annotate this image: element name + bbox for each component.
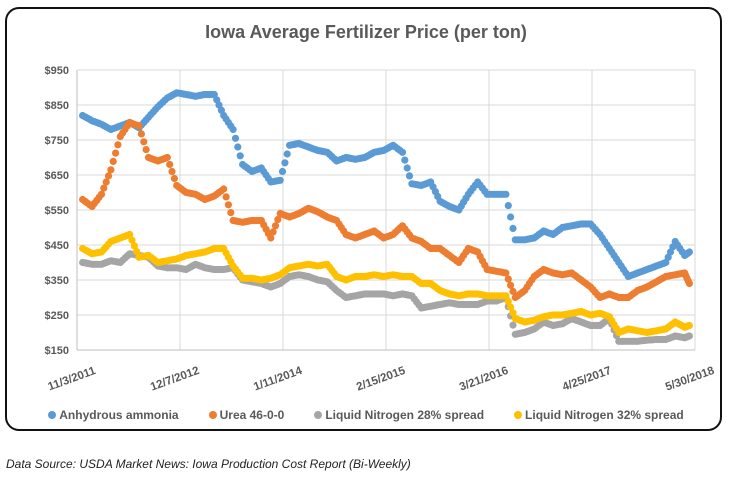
gridlines [76, 69, 696, 351]
data-point-interpolated [509, 309, 517, 317]
legend-label: Urea 46-0-0 [219, 408, 285, 422]
data-point [685, 321, 694, 330]
data-point-interpolated [403, 164, 411, 172]
data-point-interpolated [104, 172, 113, 180]
series-urea-46-0-0 [79, 118, 694, 302]
y-tick-label: $950 [45, 65, 69, 77]
data-point [107, 166, 115, 174]
data-point-interpolated [142, 146, 150, 154]
series-anhydrous-ammonia [79, 89, 694, 281]
data-point [502, 292, 510, 300]
data-point-interpolated [509, 224, 517, 232]
legend: Anhydrous ammonia Urea 46-0-0 Liquid Nit… [0, 408, 732, 422]
data-point [163, 153, 171, 162]
y-axis-ticks: $150 $250 $350 $450 $550 $650 $750 $850 $950 [45, 65, 69, 357]
data-source-note: Data Source: USDA Market News: Iowa Prod… [6, 457, 411, 471]
data-point-interpolated [401, 156, 409, 164]
chart-title: Iowa Average Fertilizer Price (per ton) [205, 22, 527, 42]
data-point [126, 230, 134, 239]
data-point-interpolated [102, 178, 110, 186]
data-point-interpolated [507, 281, 515, 289]
data-point [398, 148, 407, 156]
data-point-interpolated [504, 297, 512, 305]
legend-marker-icon [514, 411, 523, 419]
data-point-interpolated [224, 201, 232, 209]
data-point-interpolated [507, 213, 515, 221]
x-tick-label: 4/25/2017 [561, 365, 613, 394]
data-point-interpolated [504, 275, 512, 283]
data-point-interpolated [128, 236, 136, 244]
data-point [267, 234, 275, 242]
x-tick-label: 1/11/2014 [252, 365, 304, 394]
data-point-interpolated [269, 228, 277, 236]
data-point-interpolated [170, 174, 178, 183]
data-point-interpolated [236, 152, 244, 160]
data-point [685, 248, 694, 256]
y-tick-label: $450 [45, 240, 69, 252]
y-tick-label: $550 [45, 205, 69, 217]
legend-label: Anhydrous ammonia [59, 408, 179, 422]
data-point [502, 269, 510, 277]
legend-item-liquid-nitrogen-28[interactable]: Liquid Nitrogen 28% spread [314, 408, 484, 422]
data-point-interpolated [405, 172, 414, 180]
series-liquid-nitrogen-32-spread [79, 230, 694, 337]
legend-label: Liquid Nitrogen 28% spread [325, 408, 485, 422]
data-point-interpolated [509, 287, 517, 295]
legend-item-urea[interactable]: Urea 46-0-0 [208, 408, 285, 422]
data-points [79, 89, 694, 345]
legend-marker-icon [48, 411, 57, 419]
data-point-interpolated [281, 159, 289, 167]
data-point [685, 279, 694, 288]
data-point-interpolated [504, 202, 512, 210]
data-point-interpolated [278, 167, 287, 176]
x-tick-label: 5/30/2018 [664, 365, 717, 394]
data-point-interpolated [271, 222, 280, 230]
data-point-interpolated [109, 157, 117, 165]
chart-frame [5, 7, 722, 431]
data-point-interpolated [283, 150, 291, 158]
legend-marker-icon [208, 411, 217, 419]
data-point-interpolated [231, 134, 240, 142]
data-point [135, 122, 143, 130]
legend-label: Liquid Nitrogen 32% spread [525, 408, 684, 422]
data-point-interpolated [507, 303, 515, 311]
data-point [97, 190, 106, 198]
legend-item-anhydrous-ammonia[interactable]: Anhydrous ammonia [48, 408, 179, 422]
data-point-interpolated [112, 149, 120, 157]
legend-marker-icon [314, 411, 323, 419]
data-point-interpolated [100, 184, 108, 192]
data-point-interpolated [234, 143, 242, 151]
data-point-interpolated [168, 167, 176, 176]
data-point-interpolated [130, 242, 138, 250]
data-point [685, 332, 694, 340]
y-tick-label: $650 [45, 170, 69, 182]
data-point-interpolated [140, 138, 148, 146]
data-point [220, 185, 228, 193]
x-tick-label: 2/15/2015 [355, 365, 408, 394]
x-axis-ticks: 11/3/2011 12/7/2012 1/11/2014 2/15/2015 3/21… [46, 365, 716, 394]
data-point-interpolated [227, 209, 235, 217]
x-tick-label: 3/21/2016 [458, 365, 510, 394]
data-point-interpolated [137, 130, 145, 138]
y-tick-label: $250 [45, 310, 69, 322]
data-point-interpolated [509, 321, 517, 329]
x-tick-label: 11/3/2011 [46, 365, 98, 394]
data-point [276, 176, 284, 184]
y-tick-label: $850 [45, 100, 69, 112]
y-tick-label: $350 [45, 275, 69, 287]
data-point-interpolated [166, 160, 174, 169]
data-point-interpolated [114, 141, 122, 149]
scatter-chart: $150 $250 $350 $450 $550 $650 $750 $850 $950 11/… [45, 65, 717, 394]
data-point [502, 190, 510, 198]
y-tick-label: $750 [45, 135, 69, 147]
data-point-interpolated [222, 193, 230, 201]
data-point [229, 125, 237, 134]
legend-item-liquid-nitrogen-32[interactable]: Liquid Nitrogen 32% spread [514, 408, 684, 422]
data-point-interpolated [274, 216, 282, 224]
x-tick-label: 12/7/2012 [149, 365, 201, 394]
y-tick-label: $150 [45, 345, 69, 357]
data-point-interpolated [133, 248, 141, 256]
